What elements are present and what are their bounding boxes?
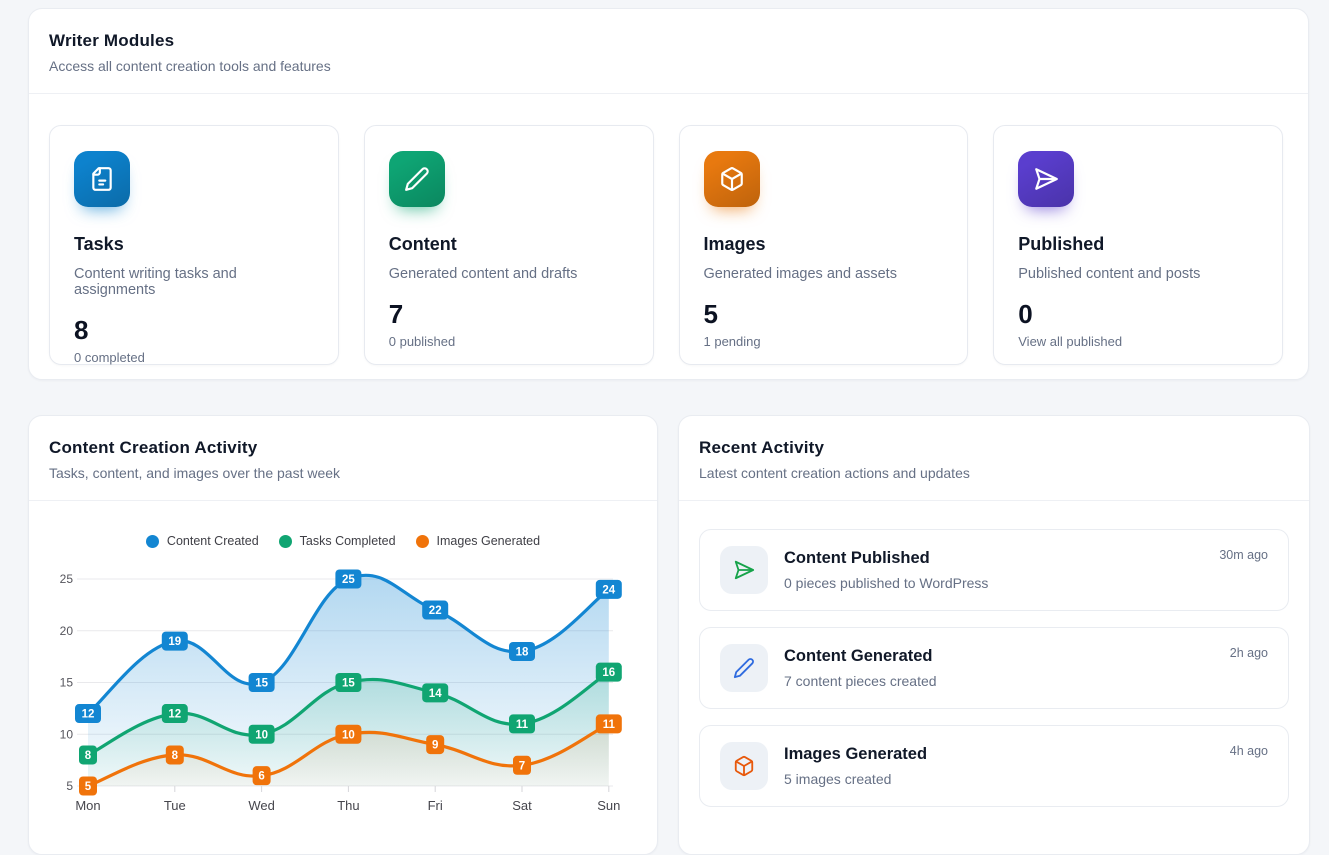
svg-text:Mon: Mon <box>75 798 100 813</box>
box-icon <box>720 742 768 790</box>
activity-description: 0 pieces published to WordPress <box>784 575 989 591</box>
module-card-description: Content writing tasks and assignments <box>74 266 237 298</box>
module-card-description: Generated content and drafts <box>388 266 578 282</box>
svg-text:6: 6 <box>258 771 264 783</box>
svg-text:15: 15 <box>255 678 268 690</box>
legend-dot-icon <box>415 534 429 548</box>
svg-text:11: 11 <box>603 719 616 731</box>
activity-description: 5 images created <box>784 771 892 787</box>
svg-text:10: 10 <box>255 729 268 741</box>
writer-modules-panel: Writer Modules Access all content creati… <box>28 8 1309 380</box>
svg-text:11: 11 <box>516 719 529 731</box>
module-card-subtext: 0 completed <box>74 350 145 365</box>
svg-text:Thu: Thu <box>337 798 359 813</box>
content-creation-activity-panel: Content Creation Activity Tasks, content… <box>28 415 658 855</box>
module-card-title: Published <box>1018 234 1105 254</box>
svg-text:Sat: Sat <box>512 798 532 813</box>
file-text-icon <box>74 151 130 207</box>
activity-title: Content Published <box>784 549 930 567</box>
module-card-description: Published content and posts <box>1018 266 1201 282</box>
svg-text:25: 25 <box>342 574 355 586</box>
activity-title: Content Generated <box>784 647 933 665</box>
svg-text:18: 18 <box>516 646 529 658</box>
chart-panel-subtitle: Tasks, content, and images over the past… <box>49 465 341 481</box>
module-cards-row: Tasks Content writing tasks and assignme… <box>29 94 1308 365</box>
svg-text:Wed: Wed <box>248 798 275 813</box>
svg-text:25: 25 <box>60 572 74 586</box>
svg-text:12: 12 <box>168 709 181 721</box>
svg-text:10: 10 <box>60 727 74 741</box>
svg-text:22: 22 <box>429 605 442 617</box>
activity-description: 7 content pieces created <box>784 673 937 689</box>
writer-modules-header: Writer Modules Access all content creati… <box>29 9 1308 94</box>
svg-text:7: 7 <box>519 760 525 772</box>
activity-item-content-published[interactable]: Content Published 0 pieces published to … <box>699 529 1289 611</box>
activity-item-content-generated[interactable]: Content Generated 7 content pieces creat… <box>699 627 1289 709</box>
recent-panel-title: Recent Activity <box>699 438 825 457</box>
legend-item-content-created[interactable]: Content Created <box>145 534 259 548</box>
svg-text:9: 9 <box>432 740 438 752</box>
svg-text:Fri: Fri <box>428 798 443 813</box>
legend-item-tasks-completed[interactable]: Tasks Completed <box>278 534 396 548</box>
module-card-count: 0 <box>1018 299 1033 329</box>
pencil-icon <box>388 151 445 207</box>
chart-panel-title: Content Creation Activity <box>49 438 258 457</box>
recent-panel-header: Recent Activity Latest content creation … <box>679 416 1309 501</box>
page-subtitle: Access all content creation tools and fe… <box>49 58 331 74</box>
activity-title: Images Generated <box>784 745 928 763</box>
activity-timestamp: 30m ago <box>1219 548 1268 562</box>
chart-legend: Content Created Tasks Completed Images G… <box>29 534 657 548</box>
module-card-images[interactable]: Images Generated images and assets 5 1 p… <box>678 125 969 365</box>
send-icon <box>1018 151 1075 207</box>
module-card-subtext: View all published <box>1018 334 1123 349</box>
activity-timestamp: 2h ago <box>1229 646 1268 660</box>
pencil-icon <box>720 644 768 692</box>
svg-text:Tue: Tue <box>164 798 186 813</box>
module-card-title: Tasks <box>74 234 124 254</box>
legend-label: Content Created <box>166 534 259 548</box>
module-card-subtext: 1 pending <box>703 334 761 349</box>
legend-dot-icon <box>145 534 159 548</box>
module-card-count: 7 <box>388 299 404 329</box>
activity-timestamp: 4h ago <box>1229 744 1268 758</box>
module-card-subtext: 0 published <box>388 334 456 349</box>
module-card-title: Images <box>703 234 766 254</box>
activity-list: Content Published 0 pieces published to … <box>679 501 1309 827</box>
svg-text:5: 5 <box>85 781 92 793</box>
send-icon <box>720 546 768 594</box>
recent-panel-subtitle: Latest content creation actions and upda… <box>699 465 970 481</box>
module-card-title: Content <box>388 234 457 254</box>
legend-dot-icon <box>278 534 292 548</box>
module-card-description: Generated images and assets <box>703 266 897 282</box>
legend-item-images-generated[interactable]: Images Generated <box>415 534 541 548</box>
page-title: Writer Modules <box>49 31 175 50</box>
activity-line-chart[interactable]: 5 10 15 20 25 Mon Tue Wed Thu Fri Sat Sun 12 19 15 25 22… <box>29 561 657 826</box>
box-icon <box>703 151 760 207</box>
svg-text:10: 10 <box>342 729 355 741</box>
activity-item-images-generated[interactable]: Images Generated 5 images created 4h ago <box>699 725 1289 807</box>
recent-activity-panel: Recent Activity Latest content creation … <box>678 415 1310 855</box>
module-card-count: 8 <box>74 315 89 345</box>
svg-text:16: 16 <box>602 667 615 679</box>
svg-text:12: 12 <box>82 709 95 721</box>
module-card-published[interactable]: Published Published content and posts 0 … <box>993 125 1283 365</box>
module-card-count: 5 <box>703 299 718 329</box>
svg-text:15: 15 <box>342 678 355 690</box>
svg-text:8: 8 <box>85 750 92 762</box>
svg-text:14: 14 <box>429 688 442 700</box>
svg-text:24: 24 <box>602 584 615 596</box>
svg-text:Sun: Sun <box>597 798 620 813</box>
module-card-tasks[interactable]: Tasks Content writing tasks and assignme… <box>49 125 339 365</box>
svg-text:19: 19 <box>168 636 181 648</box>
legend-label: Images Generated <box>436 534 541 548</box>
svg-text:15: 15 <box>60 676 74 690</box>
svg-text:8: 8 <box>172 750 179 762</box>
chart-panel-header: Content Creation Activity Tasks, content… <box>29 416 657 501</box>
svg-text:20: 20 <box>60 624 74 638</box>
legend-label: Tasks Completed <box>299 534 396 548</box>
svg-text:5: 5 <box>66 779 73 793</box>
module-card-content[interactable]: Content Generated content and drafts 7 0… <box>363 125 654 365</box>
